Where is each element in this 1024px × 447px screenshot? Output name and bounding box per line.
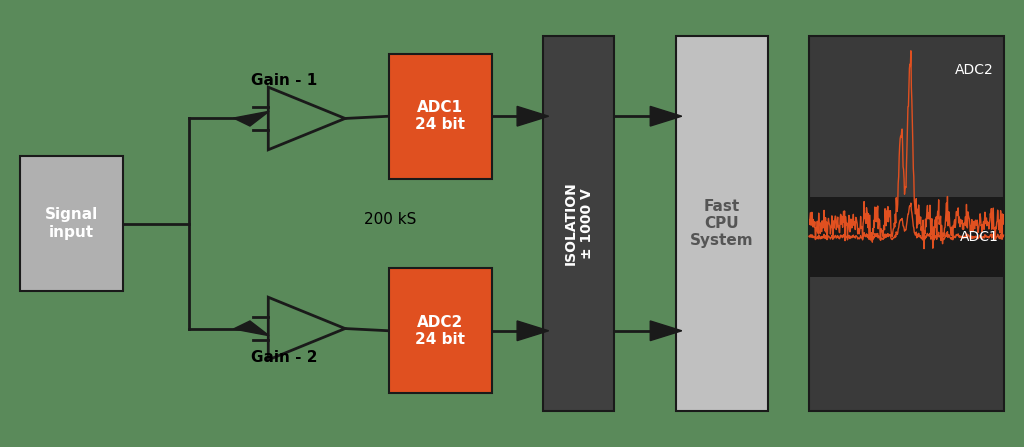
Text: ADC1
24 bit: ADC1 24 bit [416, 100, 465, 132]
Polygon shape [517, 106, 549, 126]
Text: Signal
input: Signal input [45, 207, 98, 240]
FancyBboxPatch shape [20, 156, 123, 291]
Text: 200 kS: 200 kS [364, 211, 416, 227]
FancyBboxPatch shape [389, 268, 492, 393]
Polygon shape [233, 321, 269, 336]
Text: ADC2: ADC2 [954, 63, 993, 76]
Bar [809, 197, 1004, 277]
FancyBboxPatch shape [543, 36, 614, 411]
Polygon shape [650, 321, 682, 341]
Text: ADC2
24 bit: ADC2 24 bit [416, 315, 465, 347]
Text: Gain - 2: Gain - 2 [251, 350, 317, 365]
Text: Gain - 1: Gain - 1 [251, 73, 317, 88]
Polygon shape [650, 106, 682, 126]
FancyBboxPatch shape [809, 36, 1004, 411]
FancyBboxPatch shape [389, 54, 492, 179]
Text: ADC1: ADC1 [959, 230, 998, 244]
Text: ISOLATION
± 1000 V: ISOLATION ± 1000 V [563, 181, 594, 266]
Text: Fast
CPU
System: Fast CPU System [690, 198, 754, 249]
FancyBboxPatch shape [676, 36, 768, 411]
Polygon shape [517, 321, 549, 341]
Polygon shape [233, 111, 269, 126]
